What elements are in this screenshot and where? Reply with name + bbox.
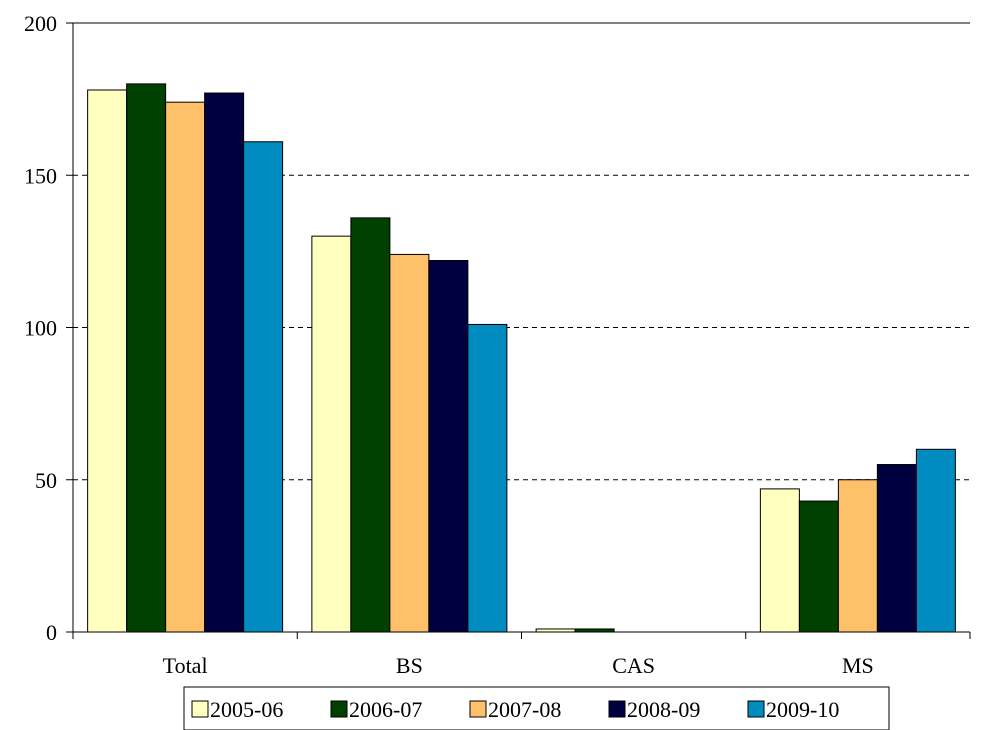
legend-swatch-2005-06	[191, 700, 209, 718]
bar-ms-2007-08	[837, 479, 878, 633]
y-tick-label-50: 50	[35, 468, 57, 493]
bar-ms-2005-06	[759, 488, 800, 633]
bar-total-2006-07	[126, 83, 167, 633]
x-tick-label-bs: BS	[396, 653, 423, 678]
bar-bs-2006-07	[350, 217, 391, 633]
legend-label-2008-09: 2008-09	[627, 697, 700, 722]
bar-total-2005-06	[87, 89, 128, 633]
x-tick-label-ms: MS	[842, 653, 874, 678]
x-tick-label-cas: CAS	[612, 653, 655, 678]
legend: 2005-06 2006-07 2007-08 2008-09 2009-10	[183, 686, 890, 730]
y-tick-label-200: 200	[24, 11, 57, 36]
legend-swatch-2006-07	[330, 700, 348, 718]
y-tick-label-100: 100	[24, 316, 57, 341]
bar-ms-2006-07	[798, 500, 839, 633]
x-tick-label-total: Total	[163, 653, 208, 678]
bar-ms-2009-10	[915, 448, 956, 633]
legend-label-2006-07: 2006-07	[349, 697, 422, 722]
bar-total-2007-08	[165, 101, 206, 633]
gridlines	[73, 174, 970, 481]
bar-bs-2005-06	[311, 235, 352, 633]
legend-swatch-2009-10	[747, 700, 765, 718]
bar-bs-2009-10	[467, 323, 508, 633]
legend-label-2007-08: 2007-08	[488, 697, 561, 722]
bar-bs-2007-08	[389, 253, 430, 633]
bar-total-2009-10	[243, 141, 284, 633]
legend-label-2005-06: 2005-06	[210, 697, 283, 722]
bar-bs-2008-09	[428, 260, 469, 633]
legend-label-2009-10: 2009-10	[766, 697, 839, 722]
y-tick-label-0: 0	[46, 620, 57, 645]
bar-ms-2008-09	[876, 464, 917, 633]
bars	[87, 83, 956, 633]
legend-swatch-2008-09	[608, 700, 626, 718]
x-axis-labels: Total BS CAS MS	[163, 653, 874, 678]
y-tick-label-150: 150	[24, 163, 57, 188]
legend-swatch-2007-08	[469, 700, 487, 718]
bar-total-2008-09	[204, 92, 245, 633]
legend-box	[183, 686, 890, 730]
y-axis-ticks: 0 50 100 150 200	[24, 11, 73, 645]
